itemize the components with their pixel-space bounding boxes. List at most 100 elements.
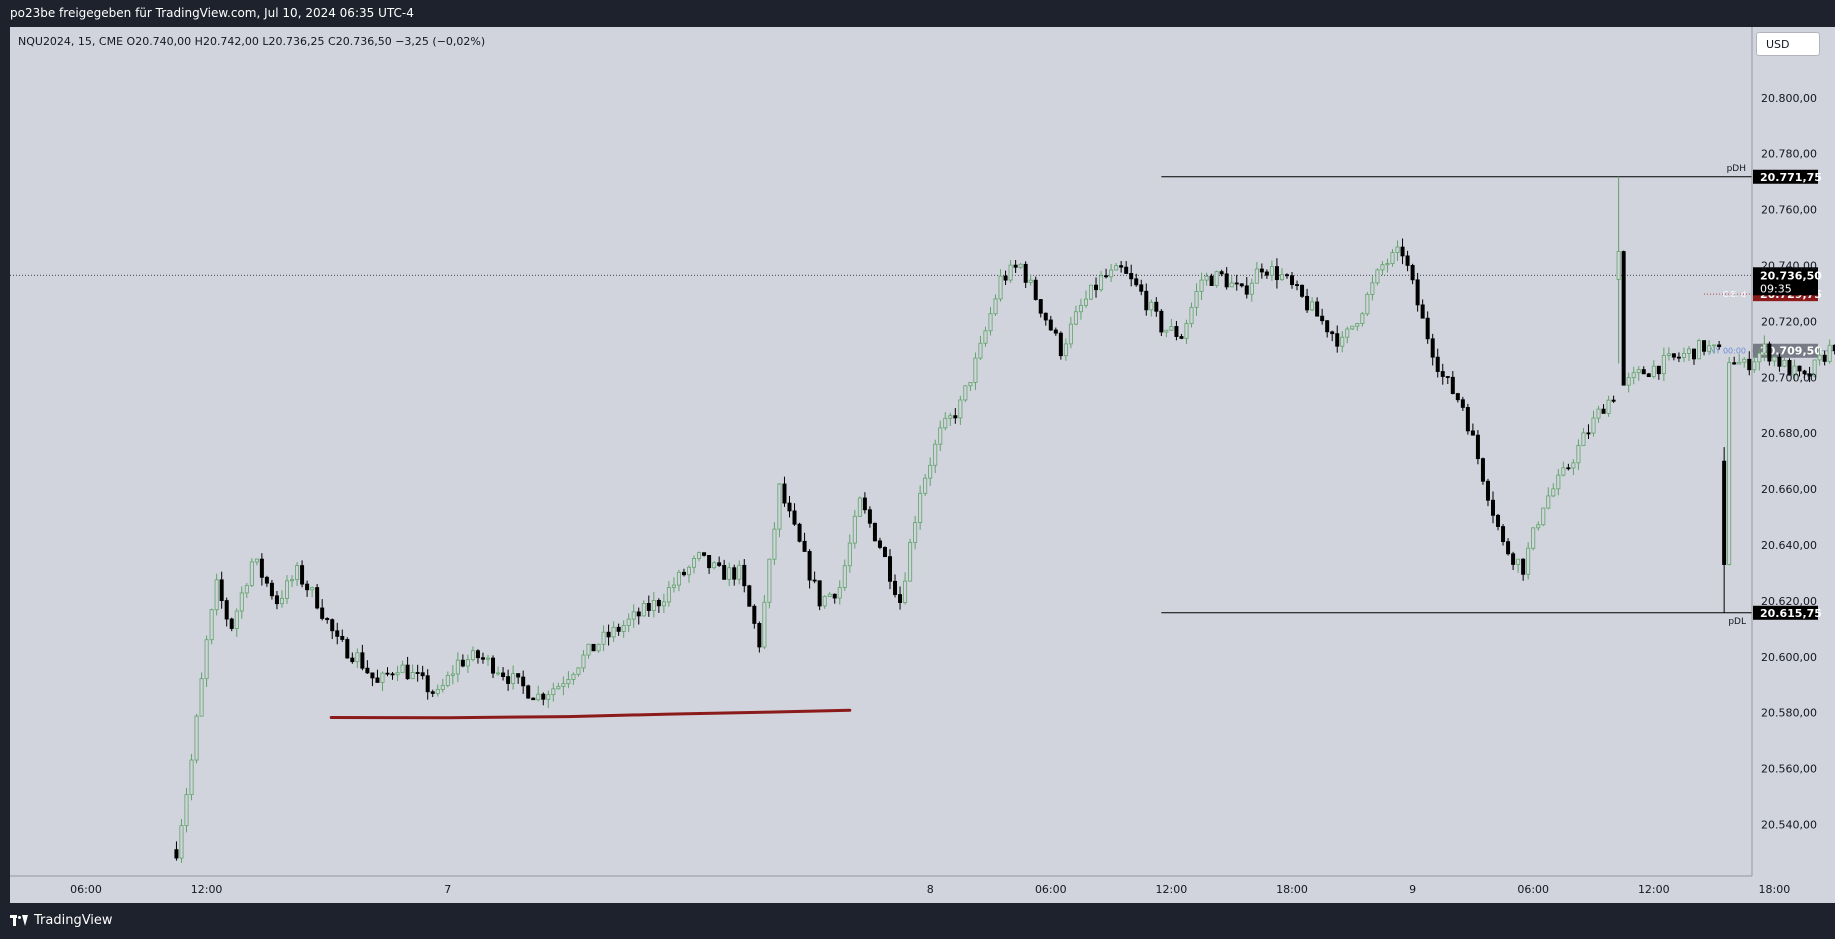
candle-body [259, 558, 264, 578]
candle-body [1506, 541, 1511, 555]
candle-body [405, 664, 410, 680]
candle-layer [174, 176, 1835, 863]
candle-body [254, 558, 259, 563]
candle-body [1576, 445, 1581, 464]
candle-body [948, 415, 953, 419]
candle-body [1214, 271, 1219, 286]
level-label: pDH [1727, 164, 1746, 174]
candle-body [1340, 336, 1345, 347]
time-tick-label: 9 [1409, 883, 1416, 896]
candle-body [656, 600, 661, 607]
time-tick-label: 06:00 [70, 883, 102, 896]
candle-body [737, 564, 742, 580]
candle-body [385, 672, 390, 675]
candle-body [888, 556, 893, 582]
candle-body [435, 689, 440, 694]
candle-body [817, 580, 822, 607]
symbol-ohlc-legend[interactable]: NQU2024, 15, CME O20.740,00 H20.742,00 L… [18, 35, 486, 48]
candle-body [1114, 265, 1119, 271]
candle-body [1772, 356, 1777, 362]
currency-button[interactable]: USD [1756, 32, 1820, 56]
header-bar: po23be freigegeben für TradingView.com, … [0, 0, 1835, 27]
candle-body [802, 540, 807, 552]
candle-body [460, 659, 465, 667]
candle-body [576, 667, 581, 675]
candle-body [938, 427, 943, 445]
candle-body [742, 564, 747, 587]
candle-body [782, 483, 787, 504]
candle-body [1686, 348, 1691, 354]
candle-body [1008, 264, 1013, 281]
candle-body [1737, 361, 1742, 365]
candle-body [707, 555, 712, 569]
candle-body [536, 693, 541, 701]
time-tick-label: 12:00 [191, 883, 223, 896]
candle-body [1043, 312, 1048, 321]
candle-body [1305, 295, 1310, 311]
candle-body [666, 587, 671, 603]
candle-body [1169, 326, 1174, 331]
price-tick-label: 20.800,00 [1761, 92, 1817, 105]
candle-body [355, 652, 360, 663]
candle-body [1310, 301, 1315, 311]
candle-body [1199, 279, 1204, 292]
candle-body [279, 597, 284, 605]
time-tick-label: 18:00 [1759, 883, 1791, 896]
candle-body [1661, 355, 1666, 375]
candle-body [787, 502, 792, 512]
candle-body [234, 610, 239, 629]
level-label: C.E. d [1723, 290, 1746, 299]
tradingview-brand[interactable]: TradingView [10, 913, 113, 928]
candle-body [1224, 273, 1229, 288]
candle-body [1601, 408, 1606, 414]
candle-body [601, 631, 606, 645]
candle-body [1636, 369, 1641, 374]
candle-body [586, 643, 591, 656]
candle-body [274, 595, 279, 605]
candle-body [1194, 290, 1199, 308]
candle-body [526, 685, 531, 699]
candle-body [1385, 263, 1390, 266]
candle-body [1370, 282, 1375, 295]
candle-body [832, 593, 837, 599]
candle-body [465, 659, 470, 667]
candle-body [1496, 514, 1501, 527]
candle-body [1350, 325, 1355, 330]
candle-body [1656, 365, 1661, 375]
candle-body [1274, 266, 1279, 281]
candle-body [470, 650, 475, 661]
candle-body [1028, 279, 1033, 283]
candle-body [345, 639, 350, 659]
candle-body [1797, 365, 1802, 372]
candle-body [983, 330, 988, 344]
level-price-badge [1753, 605, 1818, 620]
candle-body [953, 415, 958, 419]
candle-body [913, 522, 918, 544]
candle-body [1094, 284, 1099, 291]
candle-body [636, 611, 641, 617]
candle-body [792, 510, 797, 525]
candle-body [1063, 343, 1068, 357]
level-price-label: 20.709,50 [1760, 345, 1822, 358]
candle-body [1058, 332, 1063, 357]
candle-body [475, 650, 480, 659]
price-tick-label: 20.700,00 [1761, 371, 1817, 384]
candle-body [1234, 282, 1239, 285]
candle-body [697, 552, 702, 559]
candle-body [591, 643, 596, 652]
candle-body [1415, 279, 1420, 306]
candle-body [1300, 284, 1305, 297]
candle-body [918, 492, 923, 523]
candle-body [1792, 365, 1797, 376]
candle-body [777, 483, 782, 530]
price-tick-label: 20.660,00 [1761, 483, 1817, 496]
candle-body [1033, 279, 1038, 300]
candle-body [1279, 274, 1284, 281]
candle-body [1556, 474, 1561, 490]
candle-body [224, 600, 229, 620]
candle-body [295, 565, 300, 581]
candle-body [1827, 344, 1832, 362]
chart-pane[interactable] [10, 27, 1835, 903]
level-label: pDL [1728, 617, 1746, 627]
